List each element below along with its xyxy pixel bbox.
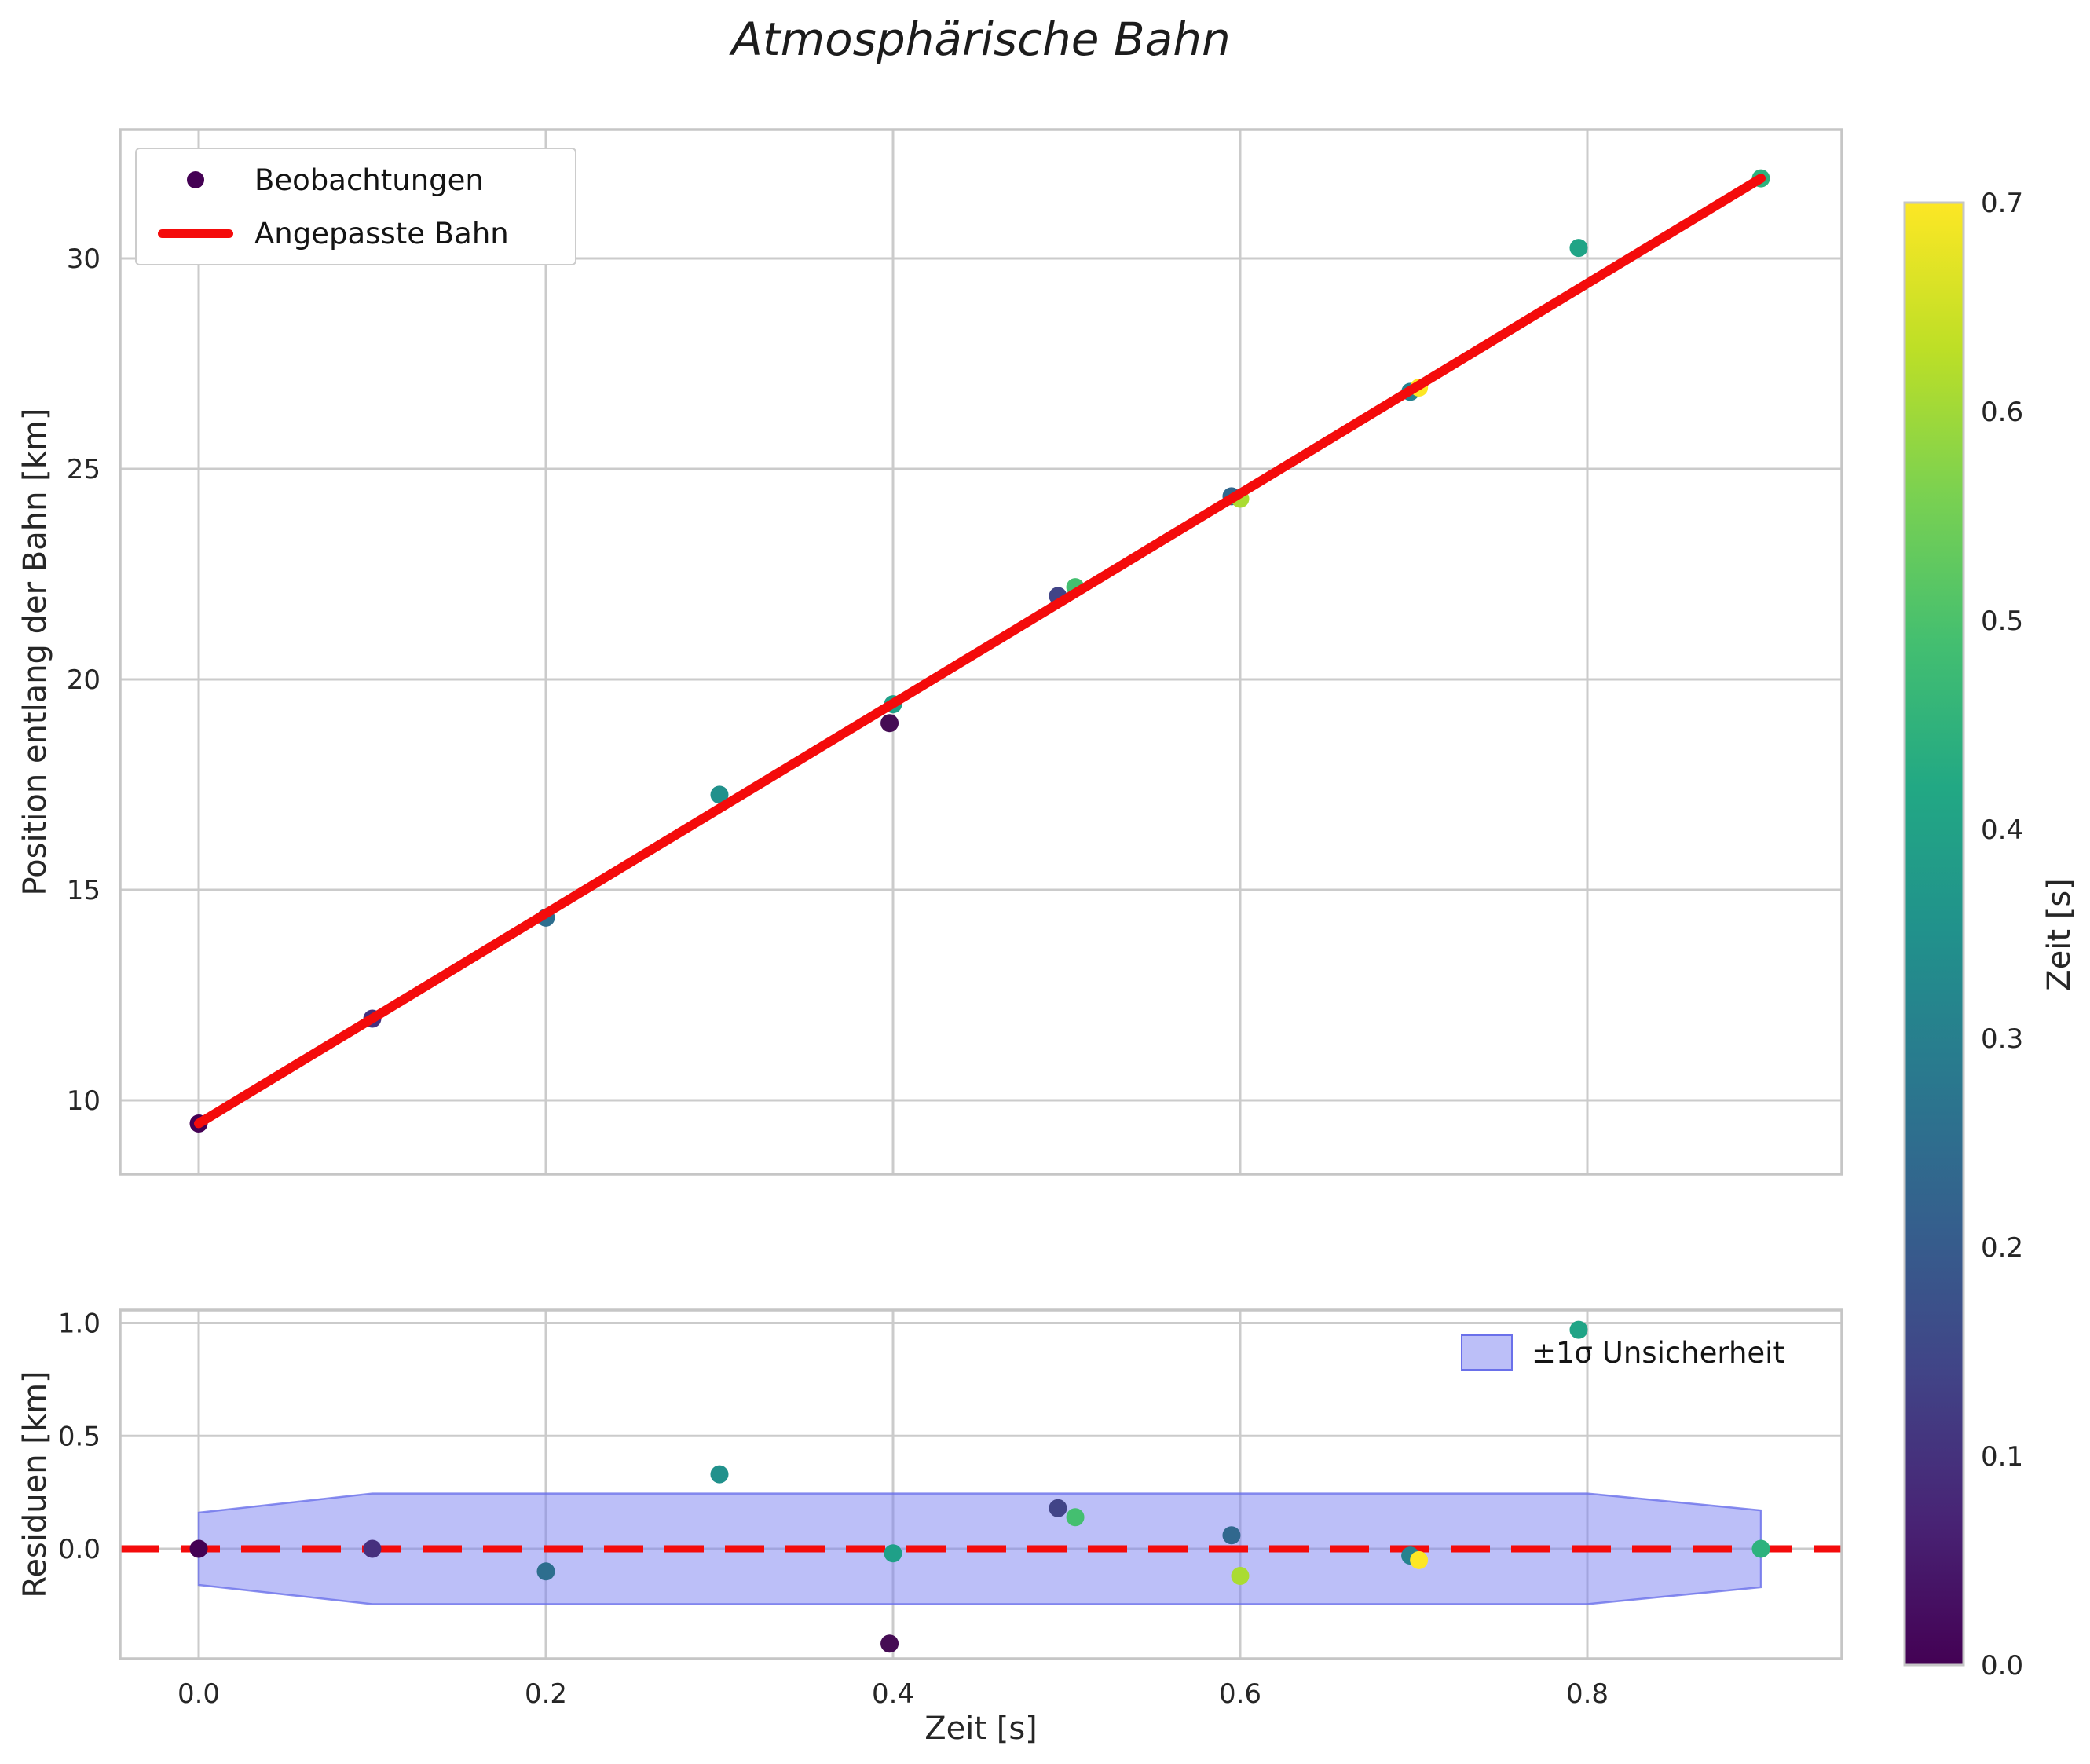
fit-line (194, 174, 1766, 1129)
x-axis-label: Zeit [s] (924, 1711, 1038, 1747)
top-y-tick-label: 25 (67, 454, 101, 485)
colorbar-tick-label: 0.7 (1981, 188, 2023, 219)
colorbar-tick-label: 0.1 (1981, 1441, 2023, 1473)
figure-title: Atmosphärische Bahn (731, 13, 1231, 66)
bottom-y-axis-label: Residuen [km] (17, 1371, 53, 1598)
residual-point (1066, 1508, 1085, 1527)
bottom-y-tick-label: 0.5 (58, 1421, 101, 1452)
residual-point (710, 1465, 729, 1484)
top-legend: Beobachtungen Angepasste Bahn (135, 148, 576, 265)
x-tick-label: 0.2 (525, 1678, 567, 1710)
residual-point (1222, 1526, 1241, 1545)
fit-line-marker-icon (158, 229, 233, 238)
colorbar-tick-label: 0.2 (1981, 1232, 2023, 1264)
legend-entry-fit: Angepasste Bahn (137, 210, 575, 256)
residual-point (1049, 1499, 1067, 1517)
bottom-y-tick-label: 1.0 (58, 1308, 101, 1340)
colorbar-tick-label: 0.5 (1981, 606, 2023, 637)
residual-point (884, 1544, 902, 1563)
x-tick-label: 0.8 (1566, 1678, 1609, 1710)
legend-label-observations: Beobachtungen (254, 163, 484, 197)
legend-label-band: ±1σ Unsicherheit (1532, 1335, 1784, 1370)
observation-point (1569, 239, 1588, 258)
top-y-tick-label: 15 (67, 875, 101, 906)
colorbar-tick-label: 0.4 (1981, 814, 2023, 846)
colorbar-tick-label: 0.3 (1981, 1023, 2023, 1055)
x-tick-label: 0.0 (178, 1678, 220, 1710)
residual-point (536, 1562, 555, 1581)
observation-marker-icon (187, 171, 204, 188)
top-y-tick-label: 30 (67, 243, 101, 275)
residual-point (189, 1539, 208, 1558)
x-tick-label: 0.6 (1219, 1678, 1261, 1710)
observation-point (710, 785, 729, 804)
bottom-legend: ±1σ Unsicherheit (1461, 1329, 1784, 1376)
colorbar-gradient (1903, 201, 1965, 1667)
colorbar-tick-label: 0.0 (1981, 1650, 2023, 1682)
colorbar-label: Zeit [s] (2041, 878, 2077, 991)
residual-point (363, 1539, 382, 1558)
residual-point (1231, 1567, 1250, 1585)
x-tick-label: 0.4 (872, 1678, 914, 1710)
residual-point (1751, 1539, 1770, 1558)
top-plot-border (119, 128, 1843, 1176)
residual-point (1410, 1550, 1429, 1569)
legend-label-fit: Angepasste Bahn (254, 216, 509, 251)
residual-point (880, 1634, 899, 1653)
bottom-plot-border (119, 1308, 1843, 1660)
top-y-tick-label: 10 (67, 1085, 101, 1117)
residual-point (1569, 1320, 1588, 1339)
top-y-tick-label: 20 (67, 664, 101, 696)
bottom-y-tick-label: 0.0 (58, 1534, 101, 1565)
observation-point (880, 714, 899, 733)
colorbar-tick-label: 0.6 (1981, 397, 2023, 428)
uncertainty-band-patch-icon (1461, 1334, 1513, 1371)
legend-entry-observations: Beobachtungen (137, 157, 575, 203)
